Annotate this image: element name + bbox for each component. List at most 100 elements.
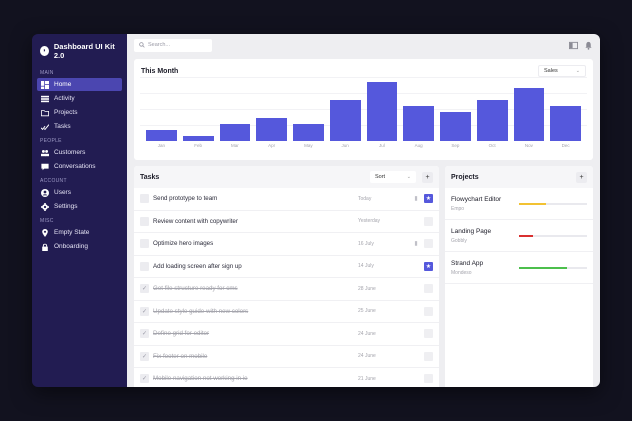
task-checkbox[interactable]: ✓ (140, 306, 149, 316)
task-title: Define grid for editor (153, 330, 210, 338)
layout-icon[interactable] (569, 41, 578, 50)
sidebar-item-onboarding[interactable]: Onboarding (37, 240, 122, 253)
task-title: Update style guide with new colors (153, 307, 249, 315)
star-icon[interactable]: ★ (424, 261, 433, 271)
task-row[interactable]: Send prototype to team Today ▮ ★ (134, 188, 439, 211)
sidebar-item-label: Conversations (54, 163, 96, 170)
bar[interactable] (256, 118, 287, 141)
add-task-button[interactable]: + (422, 171, 433, 183)
x-label: Oct (488, 143, 496, 148)
project-row[interactable]: Strand App Mondeso (445, 252, 593, 284)
progress-fill (519, 234, 533, 237)
search-input[interactable]: Search... (134, 38, 212, 52)
bar[interactable] (146, 130, 177, 141)
x-label: Aug (414, 143, 423, 148)
bar-nov (513, 77, 545, 141)
bar-apr (256, 77, 287, 141)
star-icon[interactable] (424, 329, 433, 339)
task-title: Optimize hero images (153, 240, 214, 248)
search-icon (139, 42, 145, 48)
sidebar-item-label: Onboarding (54, 243, 88, 250)
bar[interactable] (403, 106, 434, 141)
sidebar-item-conversations[interactable]: Conversations (37, 160, 122, 173)
section-label-main: MAIN (40, 70, 54, 76)
grid-icon (41, 80, 49, 89)
task-row[interactable]: ✓ Fix footer on mobile 24 June (134, 346, 439, 368)
progress-fill (519, 266, 567, 269)
star-icon[interactable] (424, 306, 433, 316)
project-row[interactable]: Flowychart Editor Empo (445, 188, 593, 220)
task-title: Send prototype to team (153, 195, 218, 203)
brand-title: Dashboard UI Kit 2.0 (53, 42, 115, 60)
brand[interactable]: ◗ Dashboard UI Kit 2.0 (37, 40, 122, 66)
task-row[interactable]: Optimize hero images 16 July ▮ (134, 233, 439, 256)
section-label-misc: MISC (40, 218, 54, 224)
task-row[interactable]: Add loading screen after sign up 14 July ★ (134, 256, 439, 278)
bar[interactable] (366, 82, 398, 141)
progress-bar (519, 266, 587, 269)
star-icon[interactable] (424, 351, 433, 361)
bar[interactable] (513, 88, 545, 141)
bar[interactable] (440, 112, 471, 141)
task-checkbox[interactable]: ✓ (140, 284, 149, 294)
tasks-card: Tasks Sort ⌄ + Send prototype to team Tod… (134, 166, 439, 387)
task-row[interactable]: ✓ Define grid for editor 24 June (134, 323, 439, 346)
bar[interactable] (293, 124, 324, 141)
user-icon (41, 188, 49, 197)
section-label-account: ACCOUNT (40, 178, 67, 184)
task-row[interactable]: ✓ Get file structure ready for cms 28 June (134, 278, 439, 301)
task-checkbox[interactable] (140, 239, 149, 249)
projects-header: Projects + (445, 166, 593, 188)
sidebar-item-activity[interactable]: Activity (37, 92, 122, 105)
sidebar-item-home[interactable]: Home (37, 78, 122, 91)
task-checkbox[interactable] (140, 194, 149, 204)
task-checkbox[interactable]: ✓ (140, 329, 149, 339)
task-checkbox[interactable]: ✓ (140, 374, 149, 384)
star-icon[interactable] (424, 284, 433, 294)
sidebar-item-projects[interactable]: Projects (37, 106, 122, 119)
sidebar-item-settings[interactable]: Settings (37, 200, 122, 213)
task-checkbox[interactable]: ✓ (140, 351, 149, 361)
bar-dec (550, 77, 581, 141)
bell-icon[interactable] (584, 41, 593, 50)
task-checkbox[interactable] (140, 261, 149, 271)
task-date: 16 July (358, 240, 374, 247)
search-placeholder: Search... (148, 42, 171, 48)
x-label: Sep (451, 143, 460, 148)
star-icon[interactable] (424, 374, 433, 384)
task-date: 14 July (358, 263, 374, 270)
task-row[interactable]: ✓ Update style guide with new colors 25 Ju… (134, 301, 439, 323)
sort-label: Sort (375, 174, 386, 180)
sidebar-item-customers[interactable]: Customers (37, 146, 122, 159)
add-project-button[interactable]: + (576, 171, 587, 183)
x-label: Apr (268, 143, 276, 148)
logo-icon: ◗ (40, 46, 49, 56)
star-icon[interactable] (424, 239, 433, 249)
bar-mar (219, 77, 251, 141)
progress-bar (519, 202, 587, 205)
bar[interactable] (550, 106, 581, 141)
bar-may (293, 77, 324, 141)
task-row[interactable]: Review content with copywriter Yesterday (134, 211, 439, 233)
sidebar-item-tasks[interactable]: Tasks (37, 120, 122, 133)
task-row[interactable]: ✓ Mobile navigation not working in ie 21 J… (134, 368, 439, 387)
sidebar-item-label: Home (54, 81, 72, 88)
progress-fill (519, 202, 547, 205)
bar[interactable] (182, 136, 214, 141)
sort-select[interactable]: Sort ⌄ (370, 171, 416, 183)
sidebar-item-empty-state[interactable]: Empty State (37, 226, 122, 239)
star-icon[interactable] (424, 216, 433, 226)
x-label: Feb (194, 143, 202, 148)
bar[interactable] (476, 100, 508, 141)
task-list: Send prototype to team Today ▮ ★ Review cont… (134, 188, 439, 387)
sidebar: ◗ Dashboard UI Kit 2.0 MAIN Home Activity P… (32, 34, 127, 387)
star-icon[interactable]: ★ (424, 194, 433, 204)
bar[interactable] (219, 124, 251, 141)
sidebar-item-label: Customers (54, 149, 86, 156)
sidebar-item-users[interactable]: Users (37, 186, 122, 199)
project-row[interactable]: Landing Page Gobbly (445, 220, 593, 252)
task-checkbox[interactable] (140, 216, 149, 226)
chart-metric-select[interactable]: Sales ⌄ (538, 65, 586, 77)
attachment-icon: ▮ (414, 241, 418, 248)
bar[interactable] (329, 100, 361, 141)
